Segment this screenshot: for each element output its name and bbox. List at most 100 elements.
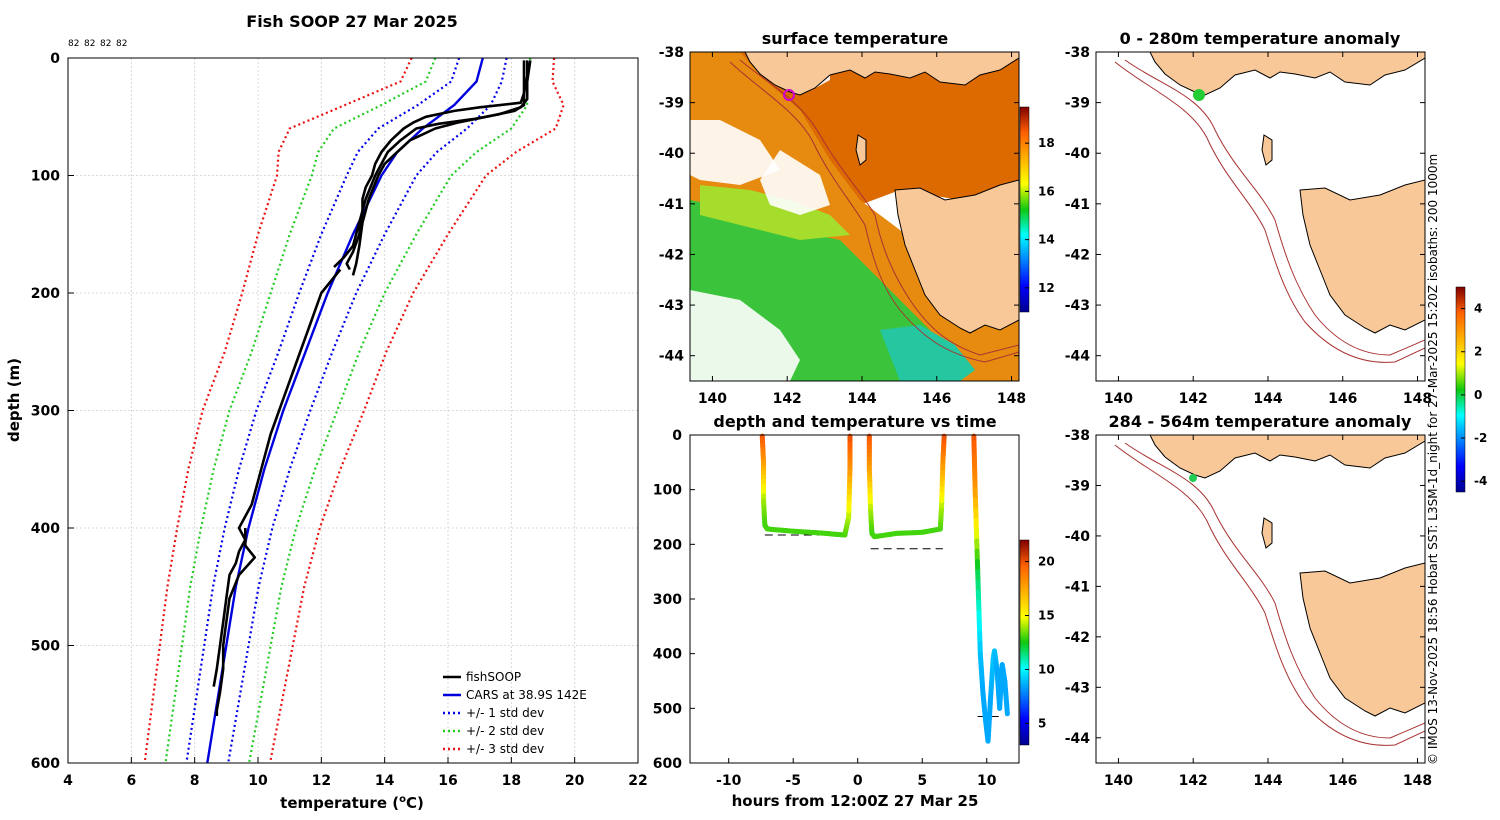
timeseries-axes-frame <box>689 434 1020 764</box>
timeseries-y-tick-label: 600 <box>653 756 682 772</box>
map-y-tick-label: -40 <box>1065 146 1091 162</box>
map-x-tick-label: 148 <box>997 391 1026 407</box>
map-y-tick-label: -38 <box>1065 428 1090 444</box>
timeseries-y-tick-label: 400 <box>653 647 682 663</box>
profile-x-tick-label: 4 <box>63 773 73 789</box>
colorbar-tick-label: 15 <box>1038 609 1055 623</box>
profile-std3-upper <box>268 57 565 764</box>
map-y-tick-label: -43 <box>1065 680 1090 696</box>
profile-y-tick-label: 200 <box>31 286 60 302</box>
map-x-tick-label: 146 <box>1328 391 1357 407</box>
timeseries-y-tick-label: 100 <box>653 483 682 499</box>
anomaly-upper-mainland <box>1149 52 1425 96</box>
profile-legend-label: +/- 3 std dev <box>466 742 544 756</box>
anomaly-lower-panel: 284 - 564m temperature anomaly 140 142 144… <box>1065 412 1432 789</box>
colorbar-tick-label: 4 <box>1474 302 1482 316</box>
map-y-tick-label: -40 <box>659 146 685 162</box>
sst-title: surface temperature <box>762 29 949 48</box>
map-y-tick-label: -40 <box>1065 529 1091 545</box>
colorbar-tick-label: 10 <box>1038 662 1055 676</box>
profile-legend-label: CARS at 38.9S 142E <box>466 688 587 702</box>
anomaly-upper-axes-frame <box>1095 51 1426 382</box>
sst-isobath-200 <box>739 59 1019 356</box>
map-y-tick-label: -42 <box>1065 247 1090 263</box>
map-x-tick-label: 146 <box>922 391 951 407</box>
colorbar-tick-label: 0 <box>1474 388 1482 402</box>
anomaly-upper-marker <box>1193 89 1205 101</box>
profile-x-tick-label: 10 <box>248 773 268 789</box>
anomaly-lower-tasmania <box>1299 562 1425 717</box>
map-y-tick-label: -43 <box>659 298 684 314</box>
sst-cold-patch <box>880 325 975 381</box>
map-x-tick-label: 142 <box>1179 391 1208 407</box>
profile-title: Fish SOOP 27 Mar 2025 <box>246 12 457 31</box>
map-x-tick-label: 144 <box>1253 773 1282 789</box>
anomaly-upper-isobath-200 <box>1124 59 1425 356</box>
profile-x-tick-label: 22 <box>628 773 647 789</box>
profile-x-tick-label: 8 <box>190 773 200 789</box>
sst-colorbar-ticks: 12 14 16 18 <box>1025 136 1055 295</box>
map-x-tick-label: 142 <box>773 391 802 407</box>
profile-std1-upper <box>227 57 508 764</box>
colorbar-tick-label: -2 <box>1474 431 1487 445</box>
timeseries-x-label: hours from 12:00Z 27 Mar 25 <box>732 792 979 810</box>
profile-std2-lower <box>164 57 437 764</box>
colorbar-tick-label: -4 <box>1474 474 1487 488</box>
colorbar-tick-label: 14 <box>1038 233 1055 247</box>
profile-std-lines <box>143 57 565 764</box>
map-y-tick-label: -41 <box>1065 579 1090 595</box>
profile-top-label: 82 <box>68 39 79 49</box>
timeseries-x-tick-label: 0 <box>853 773 863 789</box>
anomaly-lower-ticks: 140 142 144 146 148 -38 -39 -40 -41 -42 -43 -44 <box>1065 428 1432 789</box>
colorbar-tick-label: 12 <box>1038 281 1055 295</box>
profile-x-tick-label: 6 <box>126 773 136 789</box>
timeseries-title: depth and temperature vs time <box>713 412 996 431</box>
timeseries-panel: depth and temperature vs time -10 -5 0 5 100… <box>653 412 1055 810</box>
profile-y-tick-label: 500 <box>31 639 60 655</box>
map-x-tick-label: 142 <box>1179 773 1208 789</box>
timeseries-x-tick-label: -10 <box>716 773 742 789</box>
timeseries-colorbar <box>1019 539 1030 746</box>
timeseries-y-tick-label: 500 <box>653 701 682 717</box>
profile-y-label: depth (m) <box>5 358 23 442</box>
map-x-tick-label: 144 <box>1253 391 1282 407</box>
profile-fishsoop-cast <box>212 268 342 687</box>
profile-x-label: temperature (oC) <box>280 794 424 812</box>
anomaly-lower-isobath-200 <box>1124 442 1425 739</box>
anomaly-lower-marker <box>1189 474 1197 482</box>
map-x-tick-label: 144 <box>847 391 876 407</box>
map-y-tick-label: -42 <box>659 247 684 263</box>
map-y-tick-label: -41 <box>1065 197 1090 213</box>
map-x-tick-label: 140 <box>698 391 727 407</box>
profile-fishsoop-cast <box>215 528 257 716</box>
map-y-tick-label: -44 <box>659 349 685 365</box>
anomaly-lower-title: 284 - 564m temperature anomaly <box>1109 412 1412 431</box>
timeseries-colorbar-ticks: 5 10 15 20 <box>1025 555 1055 730</box>
profile-legend-label: +/- 2 std dev <box>466 724 544 738</box>
timeseries-y-tick-label: 0 <box>672 428 682 444</box>
map-y-tick-label: -38 <box>1065 45 1090 61</box>
anomaly-upper-tasmania <box>1299 179 1425 334</box>
anomaly-upper-map <box>1096 52 1425 381</box>
sst-map-panel: surface temperature 140 142 144 146 148 -38 -3… <box>659 29 1055 407</box>
profile-top-label: 82 <box>100 39 111 49</box>
map-x-tick-label: 148 <box>1403 773 1432 789</box>
map-y-tick-label: -44 <box>1065 349 1091 365</box>
anomaly-colorbar-ticks: -4 -2 0 2 4 <box>1461 302 1487 488</box>
profile-std1-lower <box>185 57 461 764</box>
anomaly-lower-map <box>1096 435 1425 763</box>
profile-top-label: 82 <box>116 39 127 49</box>
map-x-tick-label: 140 <box>1104 391 1133 407</box>
map-y-tick-label: -39 <box>659 96 684 112</box>
profile-legend-label: fishSOOP <box>466 670 521 684</box>
profile-legend-label: +/- 1 std dev <box>466 706 544 720</box>
timeseries-x-tick-label: -5 <box>785 773 801 789</box>
profile-x-tick-label: 18 <box>502 773 521 789</box>
sst-axes-frame <box>689 51 1020 382</box>
profile-panel: Fish SOOP 27 Mar 2025 82 82 82 82 4 6 8 10 12 14… <box>5 12 648 812</box>
profile-x-tick-label: 12 <box>312 773 331 789</box>
map-y-tick-label: -41 <box>659 197 684 213</box>
sst-isobath-1000 <box>729 61 1019 363</box>
